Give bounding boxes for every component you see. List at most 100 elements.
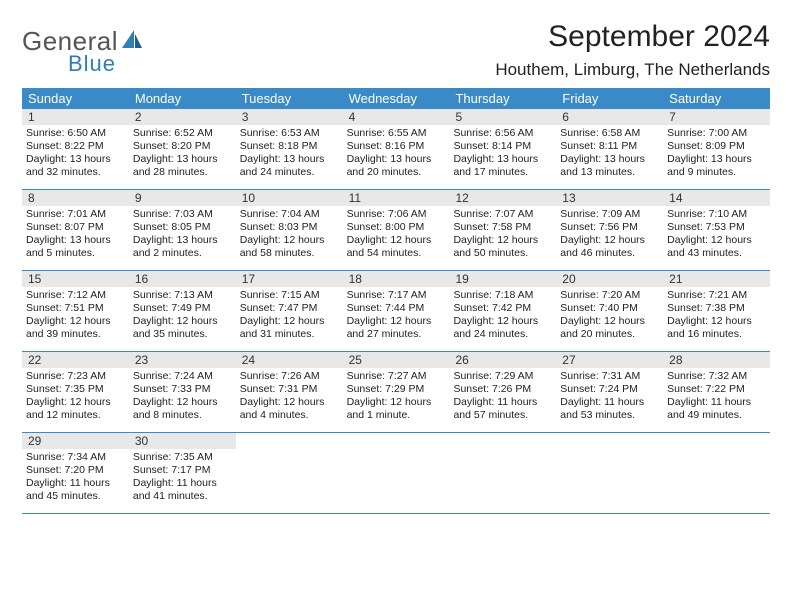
day-body: Sunrise: 6:52 AMSunset: 8:20 PMDaylight:… <box>129 125 236 186</box>
day-number: 29 <box>22 433 129 449</box>
sunset-text: Sunset: 7:35 PM <box>26 383 125 396</box>
sunset-text: Sunset: 8:03 PM <box>240 221 339 234</box>
sunrise-text: Sunrise: 7:27 AM <box>347 370 446 383</box>
day-number: 7 <box>663 109 770 125</box>
day-cell: 24Sunrise: 7:26 AMSunset: 7:31 PMDayligh… <box>236 352 343 432</box>
day-cell: 2Sunrise: 6:52 AMSunset: 8:20 PMDaylight… <box>129 109 236 189</box>
daylight-text: Daylight: 12 hours and 31 minutes. <box>240 315 339 341</box>
day-cell: 16Sunrise: 7:13 AMSunset: 7:49 PMDayligh… <box>129 271 236 351</box>
sunset-text: Sunset: 7:58 PM <box>453 221 552 234</box>
day-body: Sunrise: 7:04 AMSunset: 8:03 PMDaylight:… <box>236 206 343 267</box>
sunset-text: Sunset: 7:47 PM <box>240 302 339 315</box>
sunset-text: Sunset: 7:33 PM <box>133 383 232 396</box>
day-number: 10 <box>236 190 343 206</box>
day-cell: 13Sunrise: 7:09 AMSunset: 7:56 PMDayligh… <box>556 190 663 270</box>
daylight-text: Daylight: 11 hours and 57 minutes. <box>453 396 552 422</box>
day-body: Sunrise: 7:03 AMSunset: 8:05 PMDaylight:… <box>129 206 236 267</box>
week-row: 22Sunrise: 7:23 AMSunset: 7:35 PMDayligh… <box>22 352 770 433</box>
day-body: Sunrise: 7:00 AMSunset: 8:09 PMDaylight:… <box>663 125 770 186</box>
sunrise-text: Sunrise: 7:31 AM <box>560 370 659 383</box>
day-number: 23 <box>129 352 236 368</box>
day-body: Sunrise: 7:09 AMSunset: 7:56 PMDaylight:… <box>556 206 663 267</box>
daylight-text: Daylight: 12 hours and 16 minutes. <box>667 315 766 341</box>
day-number: 25 <box>343 352 450 368</box>
day-cell: 15Sunrise: 7:12 AMSunset: 7:51 PMDayligh… <box>22 271 129 351</box>
day-number: 22 <box>22 352 129 368</box>
daylight-text: Daylight: 11 hours and 45 minutes. <box>26 477 125 503</box>
daylight-text: Daylight: 13 hours and 2 minutes. <box>133 234 232 260</box>
calendar: Sunday Monday Tuesday Wednesday Thursday… <box>22 88 770 514</box>
day-body: Sunrise: 7:35 AMSunset: 7:17 PMDaylight:… <box>129 449 236 510</box>
sunrise-text: Sunrise: 7:29 AM <box>453 370 552 383</box>
day-body: Sunrise: 7:10 AMSunset: 7:53 PMDaylight:… <box>663 206 770 267</box>
sunset-text: Sunset: 7:26 PM <box>453 383 552 396</box>
day-body: Sunrise: 7:01 AMSunset: 8:07 PMDaylight:… <box>22 206 129 267</box>
sunrise-text: Sunrise: 7:35 AM <box>133 451 232 464</box>
day-body: Sunrise: 7:24 AMSunset: 7:33 PMDaylight:… <box>129 368 236 429</box>
day-body: Sunrise: 6:53 AMSunset: 8:18 PMDaylight:… <box>236 125 343 186</box>
sunset-text: Sunset: 7:24 PM <box>560 383 659 396</box>
sunrise-text: Sunrise: 7:21 AM <box>667 289 766 302</box>
daylight-text: Daylight: 12 hours and 58 minutes. <box>240 234 339 260</box>
day-cell: 11Sunrise: 7:06 AMSunset: 8:00 PMDayligh… <box>343 190 450 270</box>
daylight-text: Daylight: 12 hours and 50 minutes. <box>453 234 552 260</box>
sunset-text: Sunset: 7:40 PM <box>560 302 659 315</box>
day-cell <box>556 433 663 513</box>
sunrise-text: Sunrise: 6:56 AM <box>453 127 552 140</box>
sunrise-text: Sunrise: 6:52 AM <box>133 127 232 140</box>
weeks: 1Sunrise: 6:50 AMSunset: 8:22 PMDaylight… <box>22 109 770 514</box>
day-cell: 22Sunrise: 7:23 AMSunset: 7:35 PMDayligh… <box>22 352 129 432</box>
day-number: 21 <box>663 271 770 287</box>
sunset-text: Sunset: 7:56 PM <box>560 221 659 234</box>
sunrise-text: Sunrise: 7:04 AM <box>240 208 339 221</box>
sunset-text: Sunset: 8:16 PM <box>347 140 446 153</box>
daylight-text: Daylight: 12 hours and 35 minutes. <box>133 315 232 341</box>
sunset-text: Sunset: 7:31 PM <box>240 383 339 396</box>
day-cell: 9Sunrise: 7:03 AMSunset: 8:05 PMDaylight… <box>129 190 236 270</box>
day-body: Sunrise: 7:15 AMSunset: 7:47 PMDaylight:… <box>236 287 343 348</box>
day-cell: 8Sunrise: 7:01 AMSunset: 8:07 PMDaylight… <box>22 190 129 270</box>
daylight-text: Daylight: 12 hours and 46 minutes. <box>560 234 659 260</box>
day-number: 30 <box>129 433 236 449</box>
day-number: 16 <box>129 271 236 287</box>
week-row: 15Sunrise: 7:12 AMSunset: 7:51 PMDayligh… <box>22 271 770 352</box>
week-row: 29Sunrise: 7:34 AMSunset: 7:20 PMDayligh… <box>22 433 770 514</box>
day-number: 11 <box>343 190 450 206</box>
day-body: Sunrise: 7:18 AMSunset: 7:42 PMDaylight:… <box>449 287 556 348</box>
day-cell: 3Sunrise: 6:53 AMSunset: 8:18 PMDaylight… <box>236 109 343 189</box>
logo: General Blue <box>22 20 144 77</box>
day-cell: 25Sunrise: 7:27 AMSunset: 7:29 PMDayligh… <box>343 352 450 432</box>
sunrise-text: Sunrise: 6:53 AM <box>240 127 339 140</box>
sunrise-text: Sunrise: 7:24 AM <box>133 370 232 383</box>
weekday-fri: Friday <box>556 88 663 109</box>
day-number: 15 <box>22 271 129 287</box>
day-body: Sunrise: 6:55 AMSunset: 8:16 PMDaylight:… <box>343 125 450 186</box>
day-number: 6 <box>556 109 663 125</box>
sunrise-text: Sunrise: 7:10 AM <box>667 208 766 221</box>
day-cell: 14Sunrise: 7:10 AMSunset: 7:53 PMDayligh… <box>663 190 770 270</box>
day-body: Sunrise: 7:21 AMSunset: 7:38 PMDaylight:… <box>663 287 770 348</box>
daylight-text: Daylight: 12 hours and 8 minutes. <box>133 396 232 422</box>
sunrise-text: Sunrise: 7:17 AM <box>347 289 446 302</box>
daylight-text: Daylight: 13 hours and 20 minutes. <box>347 153 446 179</box>
day-cell: 1Sunrise: 6:50 AMSunset: 8:22 PMDaylight… <box>22 109 129 189</box>
day-number: 24 <box>236 352 343 368</box>
weekday-sat: Saturday <box>663 88 770 109</box>
day-body: Sunrise: 7:06 AMSunset: 8:00 PMDaylight:… <box>343 206 450 267</box>
day-body: Sunrise: 7:17 AMSunset: 7:44 PMDaylight:… <box>343 287 450 348</box>
daylight-text: Daylight: 11 hours and 41 minutes. <box>133 477 232 503</box>
weekday-wed: Wednesday <box>343 88 450 109</box>
day-number: 17 <box>236 271 343 287</box>
day-cell: 29Sunrise: 7:34 AMSunset: 7:20 PMDayligh… <box>22 433 129 513</box>
sunset-text: Sunset: 8:09 PM <box>667 140 766 153</box>
daylight-text: Daylight: 12 hours and 20 minutes. <box>560 315 659 341</box>
sunset-text: Sunset: 8:00 PM <box>347 221 446 234</box>
day-number: 27 <box>556 352 663 368</box>
day-number: 20 <box>556 271 663 287</box>
day-body: Sunrise: 7:12 AMSunset: 7:51 PMDaylight:… <box>22 287 129 348</box>
day-cell <box>236 433 343 513</box>
day-number: 4 <box>343 109 450 125</box>
day-cell: 17Sunrise: 7:15 AMSunset: 7:47 PMDayligh… <box>236 271 343 351</box>
week-row: 1Sunrise: 6:50 AMSunset: 8:22 PMDaylight… <box>22 109 770 190</box>
day-cell: 19Sunrise: 7:18 AMSunset: 7:42 PMDayligh… <box>449 271 556 351</box>
